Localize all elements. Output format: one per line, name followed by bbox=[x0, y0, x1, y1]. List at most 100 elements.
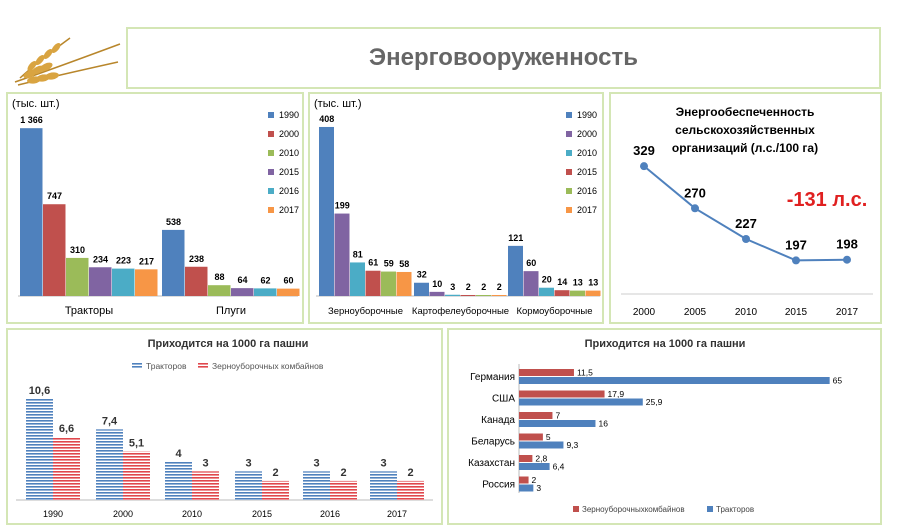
bar-Зерноуборочныхкомбайнов-Беларусь bbox=[519, 433, 543, 441]
data-label: 6,6 bbox=[59, 423, 74, 435]
data-label: 2 bbox=[532, 475, 537, 485]
category-label: Россия bbox=[482, 480, 515, 491]
bar-Тракторов-Россия bbox=[519, 484, 534, 492]
data-label: 3 bbox=[202, 457, 208, 469]
bar-Зерноуборочных комбайнов-2010 bbox=[192, 471, 219, 500]
data-label: 121 bbox=[508, 233, 523, 243]
bar-Зерноуборочных комбайнов-1990 bbox=[53, 437, 80, 500]
chart-title: сельскохозяйственных bbox=[675, 123, 815, 137]
legend-label: 2010 bbox=[577, 148, 597, 158]
legend-label: 2015 bbox=[577, 167, 597, 177]
data-label: 10 bbox=[432, 279, 442, 289]
legend-swatch bbox=[566, 188, 572, 194]
legend-label: 2016 bbox=[279, 186, 299, 196]
data-label: 329 bbox=[633, 143, 655, 158]
data-label: 2 bbox=[272, 467, 278, 479]
bar-1990-3 bbox=[508, 245, 523, 296]
legend-label: Тракторов bbox=[146, 361, 187, 371]
bar-2010-2 bbox=[445, 294, 460, 296]
title-panel: Энерговооруженность bbox=[126, 27, 881, 89]
data-label: 61 bbox=[368, 258, 378, 268]
data-point bbox=[792, 256, 800, 265]
category-label: Германия bbox=[470, 372, 515, 383]
data-label: 7 bbox=[555, 411, 560, 421]
chart-title: организаций (л.с./100 га) bbox=[672, 141, 818, 155]
wheat-logo-icon bbox=[14, 37, 121, 86]
bar-Зерноуборочных комбайнов-2016 bbox=[330, 480, 357, 500]
data-label: 6,4 bbox=[553, 462, 565, 472]
bar-2010-1 bbox=[66, 257, 89, 296]
legend-label: 2016 bbox=[577, 186, 597, 196]
chart-machines-2-panel: (тыс. шт.) 408 199 81 61 59 58 Зерноуборочные 32… bbox=[308, 92, 604, 324]
data-point bbox=[742, 235, 750, 243]
bar-2015-2 bbox=[231, 288, 254, 296]
x-tick-label: 2017 bbox=[836, 307, 859, 318]
data-label: 238 bbox=[189, 254, 204, 264]
bar-1990-1 bbox=[20, 128, 43, 296]
category-label: 2010 bbox=[182, 509, 202, 519]
legend-label: 2015 bbox=[279, 167, 299, 177]
legend-swatch bbox=[566, 131, 572, 137]
bar-2017-2 bbox=[491, 295, 507, 296]
category-label: Картофелеуборочные bbox=[412, 306, 509, 317]
bar-2017-3 bbox=[585, 290, 601, 296]
data-label: 60 bbox=[526, 258, 536, 268]
data-label: 3 bbox=[313, 457, 319, 469]
legend-swatch bbox=[566, 112, 572, 118]
bar-Зерноуборочныхкомбайнов-Канада bbox=[519, 412, 553, 419]
bar-2015-3 bbox=[554, 290, 570, 296]
bar-Зерноуборочныхкомбайнов-США bbox=[519, 390, 605, 398]
bar-2016-1 bbox=[381, 271, 396, 296]
data-label: 227 bbox=[735, 216, 757, 231]
bar-Зерноуборочных комбайнов-2017 bbox=[397, 480, 424, 500]
data-label: 5 bbox=[546, 432, 551, 442]
x-tick-label: 2005 bbox=[684, 307, 707, 318]
data-label: 270 bbox=[684, 185, 706, 200]
x-tick-label: 2010 bbox=[735, 307, 758, 318]
annotation-diff: -131 л.с. bbox=[787, 189, 868, 211]
legend-swatch bbox=[132, 363, 142, 369]
chart-title: Приходится на 1000 га пашни bbox=[585, 338, 746, 350]
bar-Тракторов-2017 bbox=[370, 471, 397, 500]
legend-label: Зерноуборочных комбайнов bbox=[212, 361, 324, 371]
data-label: 60 bbox=[283, 276, 293, 286]
legend-swatch bbox=[268, 188, 274, 194]
legend-swatch bbox=[566, 169, 572, 175]
data-label: 199 bbox=[335, 201, 350, 211]
data-label: 2 bbox=[466, 282, 471, 292]
bar-Тракторов-2010 bbox=[165, 461, 192, 500]
chart-countries: Приходится на 1000 га пашни Германия 11,5 6… bbox=[468, 338, 842, 514]
bar-Тракторов-1990 bbox=[26, 398, 53, 500]
data-label: 32 bbox=[417, 270, 427, 280]
bar-1990-2 bbox=[162, 229, 185, 296]
legend-swatch bbox=[573, 506, 579, 512]
bar-2000-1 bbox=[43, 204, 66, 296]
bar-2016-2 bbox=[476, 295, 491, 296]
bar-1990-2 bbox=[414, 282, 429, 296]
data-label: 9,3 bbox=[566, 440, 578, 450]
bar-Тракторов-Беларусь bbox=[519, 441, 564, 449]
category-label: 2016 bbox=[320, 509, 340, 519]
data-label: 58 bbox=[399, 259, 409, 269]
legend-swatch bbox=[198, 363, 208, 369]
bar-2015-2 bbox=[460, 295, 476, 296]
category-label: Беларусь bbox=[471, 437, 515, 448]
bar-2000-3 bbox=[523, 271, 539, 296]
bar-Зерноуборочныхкомбайнов-Казахстан bbox=[519, 455, 533, 462]
bar-2016-2 bbox=[254, 288, 277, 296]
data-label: 11,5 bbox=[577, 368, 593, 378]
legend-swatch bbox=[268, 112, 274, 118]
x-tick-label: 2015 bbox=[785, 307, 808, 318]
legend-label: 2017 bbox=[577, 205, 597, 215]
data-label: 2 bbox=[497, 282, 502, 292]
chart-machines-1-panel: (тыс. шт.) 1 366 747 310 234 223 217 Тракторы 53… bbox=[6, 92, 304, 324]
data-label: 3 bbox=[380, 457, 386, 469]
bar-Тракторов-США bbox=[519, 398, 643, 406]
data-label: 217 bbox=[139, 256, 154, 266]
unit-label: (тыс. шт.) bbox=[314, 98, 362, 110]
bar-2010-3 bbox=[539, 287, 554, 296]
data-label: 1 366 bbox=[20, 115, 43, 125]
bar-2017-2 bbox=[277, 288, 300, 296]
data-label: 234 bbox=[93, 254, 108, 264]
